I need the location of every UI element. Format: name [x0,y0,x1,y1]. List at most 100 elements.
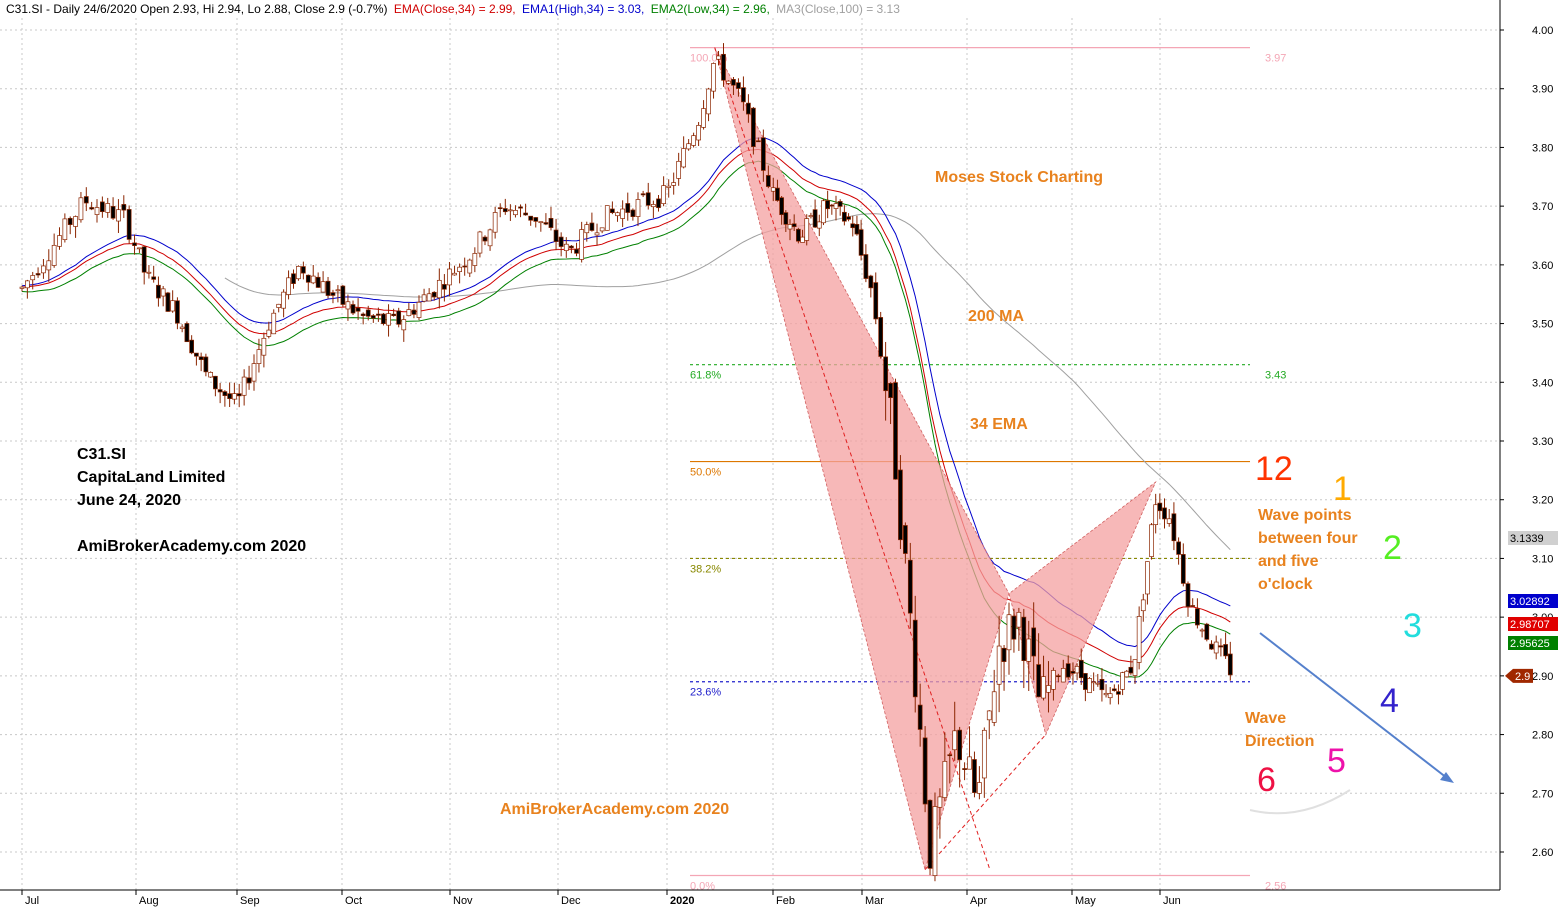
ticker-label: C31.SI [77,446,126,463]
candle-body [1031,627,1037,657]
wave-points-line-4: o'clock [1258,576,1313,593]
candle-body [741,87,746,103]
candle-body [1209,643,1214,650]
candle-body [548,217,554,228]
candle-body [19,286,25,289]
candle-body [1149,524,1154,557]
candle-body [386,313,391,326]
candle-body [1006,614,1012,651]
fib-price-label: 3.97 [1265,53,1286,65]
x-tick-label: Sep [240,895,260,907]
price-tag-value: 3.1339 [1510,533,1544,545]
candle-body [1011,615,1017,640]
candle-body [222,391,228,396]
candle-body [696,125,701,141]
candle-body [340,285,346,305]
candle-body [350,304,356,314]
candle-body [893,382,898,480]
candle-body [330,292,336,296]
x-tick-label: Apr [970,895,987,907]
candle-body [203,356,209,373]
candle-body [73,216,78,227]
candle-body [796,228,801,242]
candle-body [706,88,711,115]
fib-level-label: 38.2% [690,563,721,575]
wave-direction-arrow [1259,632,1448,779]
candle-body [1070,670,1076,674]
candle-body [271,312,277,335]
clock-number: 6 [1257,761,1276,799]
candle-body [381,313,386,325]
x-tick-label: Jun [1163,895,1181,907]
candle-body [497,207,503,210]
candle-body [345,301,351,310]
candle-body [325,280,331,296]
harmonic-triangle [714,47,1010,872]
candle-body [1162,507,1167,520]
candle-body [1111,688,1117,691]
fib-level-label: 50.0% [690,467,721,479]
fib-price-label: 3.43 [1265,370,1286,382]
candle-body [701,108,706,128]
candle-body [208,372,213,378]
candle-body [89,207,95,210]
candle-body [1213,641,1219,654]
candle-body [746,102,751,115]
site-label-bottom: AmiBrokerAcademy.com 2020 [500,801,729,818]
candle-body [1055,675,1061,678]
x-tick-label: 2020 [670,895,694,907]
candle-body [411,309,417,315]
candle-body [1041,676,1046,699]
candle-body [850,223,856,229]
candle-body [126,209,132,240]
clock-arc [1249,789,1351,815]
candle-body [594,232,600,236]
candle-body [1046,685,1051,693]
y-tick-label: 3.30 [1532,436,1553,448]
candle-body [1185,583,1191,608]
candle-body [765,175,771,187]
candle-body [1060,668,1066,683]
candle-body [1036,664,1041,698]
candle-body [1083,673,1088,690]
candle-body [391,313,396,317]
clock-number: 2 [1383,529,1402,567]
harmonic-diagonal [714,47,991,871]
candle-body [726,80,731,84]
candle-body [1132,659,1138,676]
price-tag-bg [1508,594,1558,608]
candle-body [538,221,544,224]
candles-layer [19,43,1233,882]
candle-body [630,209,636,217]
price-tags-layer: 3.1339 3.02892 2.98707 2.95625 2.9 [1505,531,1558,683]
candle-body [721,53,726,81]
candle-body [62,218,68,240]
candle-body [198,356,204,361]
candle-body [676,160,682,179]
clock-number: 12 [1255,450,1293,488]
price-tag-bg [1505,668,1533,683]
header-ema-low: EMA2(Low,34) = 2.96, [651,2,770,16]
candle-body [305,274,311,283]
candle-body [502,208,508,213]
candle-body [533,217,539,222]
candle-body [241,376,247,396]
candle-body [447,268,452,286]
candle-body [829,204,835,207]
candle-body [78,197,84,221]
candle-body [996,645,1002,685]
x-tick-label: Mar [865,895,884,907]
candle-body [467,259,473,274]
candle-body [1145,561,1150,595]
candle-body [1218,645,1224,648]
candle-body [878,317,884,357]
candle-body [661,185,666,204]
candle-body [986,710,992,721]
price-tag-value: 2.9 [1515,671,1530,683]
candle-body [462,265,468,268]
clock-number: 3 [1403,607,1422,645]
candle-body [981,729,987,779]
candle-body [1065,663,1071,678]
candle-body [691,135,696,146]
candle-body [615,212,620,217]
